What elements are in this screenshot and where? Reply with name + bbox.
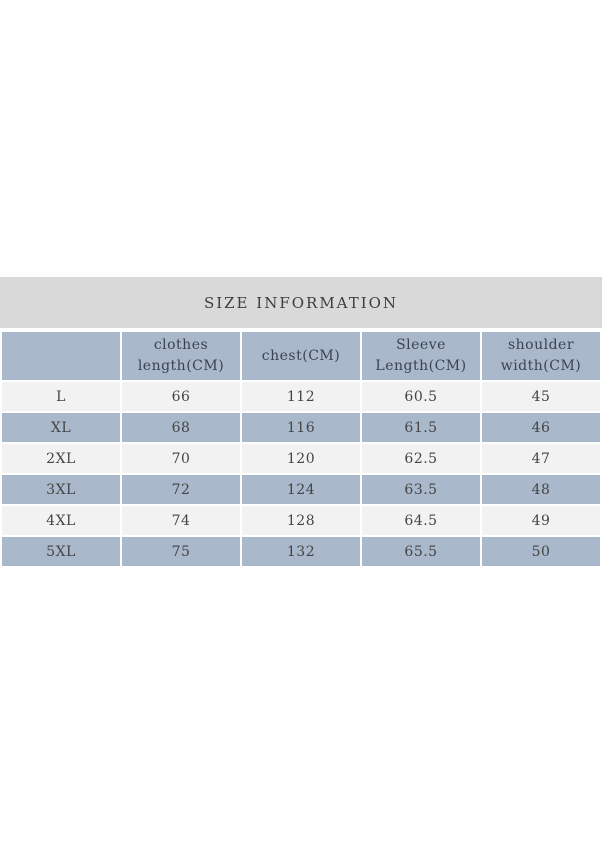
cell-shoulder-width: 45 [480,380,602,413]
table-row-XL: XL 68 116 61.5 46 [0,411,602,444]
header-row: clothes length(CM) chest(CM) Sleeve Leng… [0,330,602,382]
cell-sleeve-length: 65.5 [360,535,482,568]
size-table: clothes length(CM) chest(CM) Sleeve Leng… [0,330,602,568]
cell-chest: 132 [240,535,362,568]
cell-shoulder-width: 49 [480,504,602,537]
cell-clothes-length: 68 [120,411,242,444]
cell-shoulder-width: 47 [480,442,602,475]
cell-size: XL [0,411,122,444]
cell-sleeve-length: 61.5 [360,411,482,444]
table-row-4XL: 4XL 74 128 64.5 49 [0,504,602,537]
header-cell-shoulder-width: shoulder width(CM) [480,330,602,382]
header-cell-size [0,330,122,382]
header-cell-chest: chest(CM) [240,330,362,382]
header-cell-clothes-length: clothes length(CM) [120,330,242,382]
cell-shoulder-width: 48 [480,473,602,506]
cell-shoulder-width: 46 [480,411,602,444]
table-row-5XL: 5XL 75 132 65.5 50 [0,535,602,568]
cell-clothes-length: 75 [120,535,242,568]
cell-chest: 124 [240,473,362,506]
cell-sleeve-length: 63.5 [360,473,482,506]
size-table-title: SIZE INFORMATION [0,277,602,328]
size-information-panel: SIZE INFORMATION clothes length(CM) ches… [0,277,602,568]
cell-clothes-length: 70 [120,442,242,475]
cell-size: 3XL [0,473,122,506]
cell-size: L [0,380,122,413]
cell-chest: 128 [240,504,362,537]
cell-chest: 120 [240,442,362,475]
size-table-body: L 66 112 60.5 45 XL 68 116 61.5 46 2XL 7… [0,380,602,568]
cell-sleeve-length: 62.5 [360,442,482,475]
size-table-header: clothes length(CM) chest(CM) Sleeve Leng… [0,330,602,382]
cell-sleeve-length: 60.5 [360,380,482,413]
cell-chest: 116 [240,411,362,444]
cell-chest: 112 [240,380,362,413]
cell-shoulder-width: 50 [480,535,602,568]
table-row-2XL: 2XL 70 120 62.5 47 [0,442,602,475]
cell-clothes-length: 72 [120,473,242,506]
cell-clothes-length: 74 [120,504,242,537]
table-row-3XL: 3XL 72 124 63.5 48 [0,473,602,506]
cell-clothes-length: 66 [120,380,242,413]
cell-size: 2XL [0,442,122,475]
cell-size: 4XL [0,504,122,537]
header-cell-sleeve-length: Sleeve Length(CM) [360,330,482,382]
cell-size: 5XL [0,535,122,568]
table-row-L: L 66 112 60.5 45 [0,380,602,413]
cell-sleeve-length: 64.5 [360,504,482,537]
